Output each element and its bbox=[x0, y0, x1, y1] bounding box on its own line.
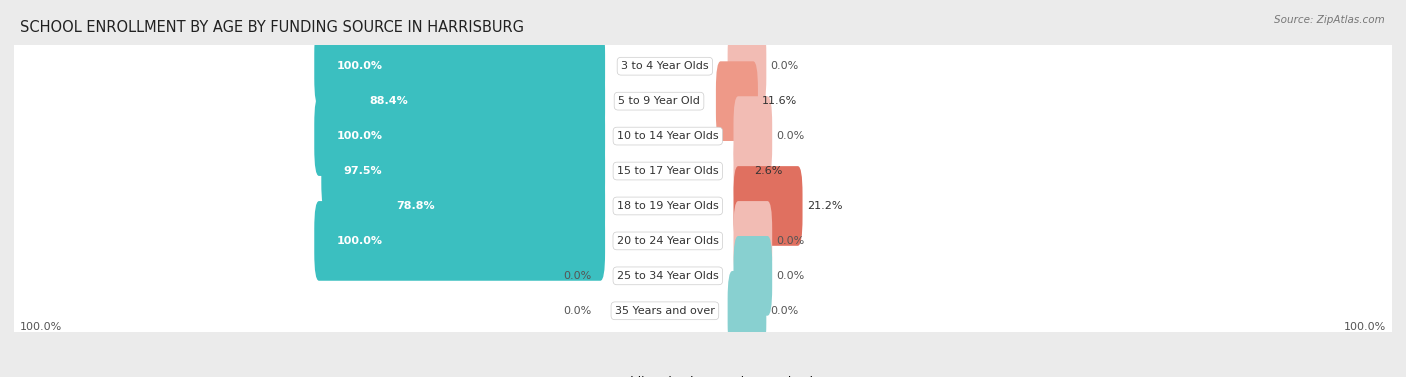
FancyBboxPatch shape bbox=[728, 271, 766, 351]
FancyBboxPatch shape bbox=[315, 26, 605, 106]
FancyBboxPatch shape bbox=[10, 185, 1396, 296]
FancyBboxPatch shape bbox=[322, 131, 605, 211]
Text: 78.8%: 78.8% bbox=[396, 201, 434, 211]
Text: 0.0%: 0.0% bbox=[770, 306, 799, 316]
Text: 3 to 4 Year Olds: 3 to 4 Year Olds bbox=[621, 61, 709, 71]
Text: SCHOOL ENROLLMENT BY AGE BY FUNDING SOURCE IN HARRISBURG: SCHOOL ENROLLMENT BY AGE BY FUNDING SOUR… bbox=[20, 20, 524, 35]
FancyBboxPatch shape bbox=[10, 220, 1396, 331]
FancyBboxPatch shape bbox=[10, 115, 1396, 227]
Text: 0.0%: 0.0% bbox=[770, 61, 799, 71]
FancyBboxPatch shape bbox=[734, 201, 772, 281]
Text: 0.0%: 0.0% bbox=[564, 306, 592, 316]
Text: 100.0%: 100.0% bbox=[336, 131, 382, 141]
Text: 0.0%: 0.0% bbox=[776, 131, 804, 141]
FancyBboxPatch shape bbox=[10, 150, 1396, 262]
FancyBboxPatch shape bbox=[10, 46, 1396, 157]
Text: 20 to 24 Year Olds: 20 to 24 Year Olds bbox=[617, 236, 718, 246]
FancyBboxPatch shape bbox=[734, 236, 772, 316]
FancyBboxPatch shape bbox=[728, 26, 766, 106]
Text: 35 Years and over: 35 Years and over bbox=[614, 306, 714, 316]
FancyBboxPatch shape bbox=[10, 255, 1396, 366]
FancyBboxPatch shape bbox=[734, 96, 772, 176]
Text: 97.5%: 97.5% bbox=[343, 166, 382, 176]
FancyBboxPatch shape bbox=[374, 166, 605, 246]
Text: 10 to 14 Year Olds: 10 to 14 Year Olds bbox=[617, 131, 718, 141]
Text: Source: ZipAtlas.com: Source: ZipAtlas.com bbox=[1274, 15, 1385, 25]
Legend: Public School, Private School: Public School, Private School bbox=[593, 376, 813, 377]
Text: 15 to 17 Year Olds: 15 to 17 Year Olds bbox=[617, 166, 718, 176]
Text: 18 to 19 Year Olds: 18 to 19 Year Olds bbox=[617, 201, 718, 211]
FancyBboxPatch shape bbox=[10, 11, 1396, 122]
Text: 0.0%: 0.0% bbox=[776, 236, 804, 246]
FancyBboxPatch shape bbox=[315, 201, 605, 281]
Text: 100.0%: 100.0% bbox=[1344, 322, 1386, 333]
Text: 2.6%: 2.6% bbox=[754, 166, 783, 176]
FancyBboxPatch shape bbox=[716, 61, 758, 141]
Text: 100.0%: 100.0% bbox=[336, 61, 382, 71]
Text: 5 to 9 Year Old: 5 to 9 Year Old bbox=[619, 96, 700, 106]
Text: 100.0%: 100.0% bbox=[336, 236, 382, 246]
FancyBboxPatch shape bbox=[347, 61, 605, 141]
Text: 88.4%: 88.4% bbox=[370, 96, 408, 106]
Text: 0.0%: 0.0% bbox=[776, 271, 804, 281]
Text: 0.0%: 0.0% bbox=[564, 271, 592, 281]
Text: 25 to 34 Year Olds: 25 to 34 Year Olds bbox=[617, 271, 718, 281]
FancyBboxPatch shape bbox=[734, 131, 751, 211]
Text: 11.6%: 11.6% bbox=[762, 96, 797, 106]
Text: 100.0%: 100.0% bbox=[20, 322, 62, 333]
FancyBboxPatch shape bbox=[10, 81, 1396, 192]
Text: 21.2%: 21.2% bbox=[807, 201, 842, 211]
FancyBboxPatch shape bbox=[734, 166, 803, 246]
FancyBboxPatch shape bbox=[315, 96, 605, 176]
